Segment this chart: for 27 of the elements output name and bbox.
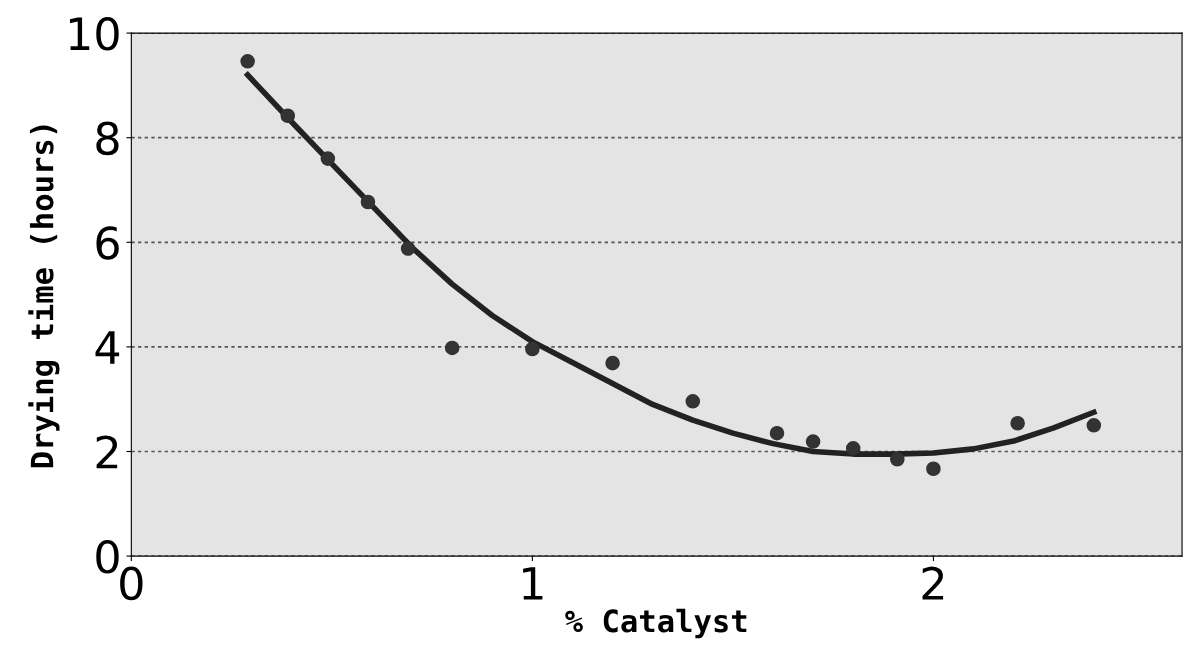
x-axis-title: % Catalyst (565, 608, 747, 639)
x-tick-label: 0 (120, 566, 143, 601)
point (605, 355, 620, 371)
y-tick-label: 2 (96, 435, 118, 469)
y-tick-label: 8 (96, 121, 119, 156)
point (320, 151, 336, 166)
point (769, 425, 785, 441)
point (360, 194, 376, 210)
point (444, 340, 460, 356)
point (525, 341, 540, 357)
point (1086, 418, 1102, 433)
point (845, 441, 861, 456)
point (685, 393, 701, 409)
point (400, 241, 416, 256)
y-tick-label: 6 (96, 226, 119, 260)
point (805, 434, 821, 449)
point (240, 54, 255, 69)
y-tick-label: 0 (96, 539, 119, 574)
y-axis-title: Drying time (hours) (28, 125, 60, 468)
point (890, 452, 905, 467)
point (926, 461, 941, 477)
y-tick-label: 10 (69, 17, 119, 51)
point (280, 108, 296, 124)
x-tick-label: 1 (523, 567, 543, 600)
x-tick-label: 2 (922, 566, 944, 600)
y-tick-label: 4 (95, 331, 120, 364)
point (1010, 415, 1025, 431)
